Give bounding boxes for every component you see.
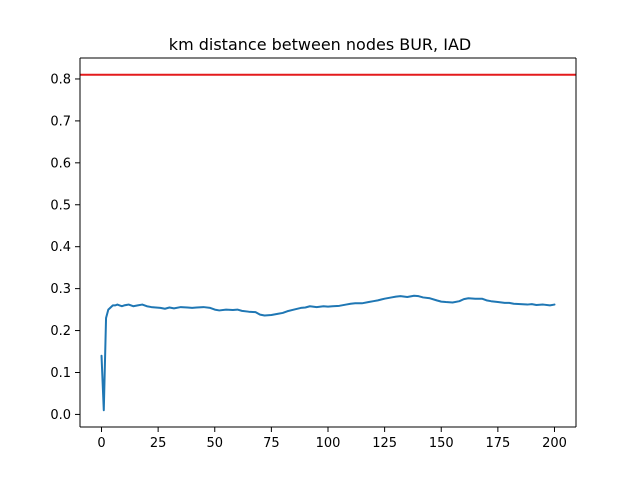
x-tick-label: 150 xyxy=(429,436,454,451)
y-tick-label: 0.7 xyxy=(50,114,71,129)
x-tick-label: 125 xyxy=(372,436,397,451)
x-tick-label: 25 xyxy=(150,436,167,451)
x-tick-label: 0 xyxy=(97,436,105,451)
x-tick-label: 175 xyxy=(485,436,510,451)
y-tick-label: 0.4 xyxy=(50,240,71,255)
y-tick-label: 0.2 xyxy=(50,324,71,339)
y-tick-label: 0.6 xyxy=(50,156,71,171)
y-tick-label: 0.5 xyxy=(50,198,71,213)
x-tick-label: 100 xyxy=(316,436,341,451)
y-tick-label: 0.3 xyxy=(50,282,71,297)
x-tick-label: 75 xyxy=(263,436,280,451)
x-tick-label: 200 xyxy=(542,436,567,451)
y-tick-label: 0.8 xyxy=(50,72,71,87)
chart-title: km distance between nodes BUR, IAD xyxy=(169,35,471,54)
y-tick-label: 0.1 xyxy=(50,366,71,381)
series-line-1 xyxy=(100,294,556,412)
x-tick-label: 50 xyxy=(206,436,223,451)
y-tick-label: 0.0 xyxy=(50,408,71,423)
plot-layer: 0 25 50 75 100 125 150 175 200 0.0 0.1 0.2 0.3 0.4 0.5… xyxy=(50,57,577,451)
